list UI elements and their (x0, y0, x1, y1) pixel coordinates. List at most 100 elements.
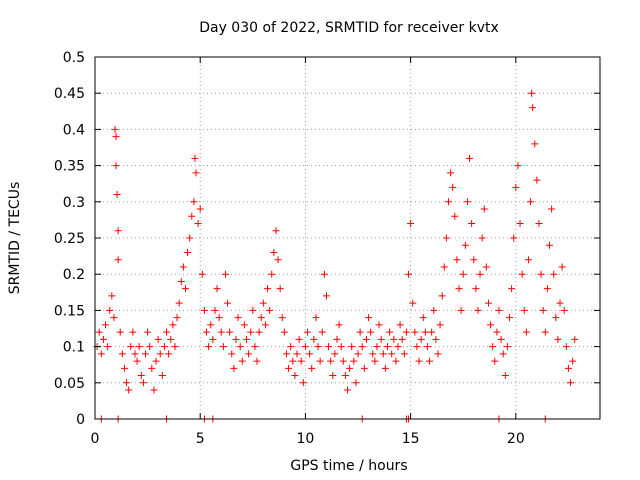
data-point (111, 125, 119, 133)
data-point (184, 248, 192, 256)
data-point (442, 234, 450, 242)
data-point (221, 270, 229, 278)
data-point (358, 343, 366, 351)
axis-ticks (94, 56, 600, 420)
data-point (243, 335, 250, 343)
data-point (95, 328, 103, 336)
data-point (466, 154, 474, 162)
data-point (518, 270, 526, 278)
data-point (354, 350, 362, 358)
data-point (113, 191, 121, 199)
data-point (154, 335, 162, 343)
data-point (457, 306, 465, 314)
data-point (104, 343, 112, 351)
data-point (348, 343, 356, 351)
data-point (445, 198, 452, 206)
data-point (282, 350, 290, 358)
data-point (114, 227, 122, 235)
data-point (270, 248, 278, 256)
data-point (114, 256, 122, 264)
data-point (112, 162, 120, 170)
data-point (373, 343, 381, 351)
data-point (266, 306, 274, 314)
y-tick-label: 0.05 (54, 376, 85, 392)
x-tick-label: 15 (402, 431, 420, 447)
data-point (484, 299, 492, 307)
data-point (413, 343, 421, 351)
data-point (402, 328, 410, 336)
data-point (274, 256, 282, 264)
data-point (512, 183, 520, 191)
data-point (405, 270, 413, 278)
data-point (455, 285, 463, 293)
data-point (396, 321, 404, 329)
data-point (548, 205, 556, 213)
data-point (310, 335, 318, 343)
data-point (158, 372, 166, 380)
data-point (276, 285, 284, 293)
data-point (533, 176, 541, 184)
data-point (173, 314, 181, 322)
data-point (381, 364, 389, 372)
data-point (543, 285, 551, 293)
data-point (489, 343, 497, 351)
data-point (194, 220, 202, 228)
data-point (160, 343, 168, 351)
data-point (295, 335, 303, 343)
data-point (522, 328, 530, 336)
data-point (308, 364, 316, 372)
data-point (546, 241, 553, 249)
data-point (421, 328, 429, 336)
data-point (474, 306, 482, 314)
data-point (148, 364, 156, 372)
data-point (388, 350, 396, 358)
data-point (524, 256, 532, 264)
data-point (203, 328, 211, 336)
data-point (211, 306, 219, 314)
data-point (346, 364, 354, 372)
data-point (255, 328, 263, 336)
data-point (472, 285, 480, 293)
data-point (209, 335, 217, 343)
data-point (468, 220, 476, 228)
data-point (285, 364, 293, 372)
data-point (529, 104, 537, 112)
data-point (123, 379, 131, 387)
data-point (175, 299, 183, 307)
data-point (240, 321, 248, 329)
data-point (417, 335, 425, 343)
data-point (304, 328, 312, 336)
data-point (535, 220, 543, 228)
data-point (280, 328, 288, 336)
data-point (558, 263, 566, 271)
data-point (344, 386, 351, 394)
data-point (562, 343, 570, 351)
data-point (163, 328, 171, 336)
data-point (564, 364, 572, 372)
data-point (356, 328, 364, 336)
data-point (278, 314, 286, 322)
data-point (501, 372, 509, 380)
data-point (125, 386, 133, 394)
data-point (552, 314, 560, 322)
data-point (527, 198, 535, 206)
data-point (383, 343, 391, 351)
y-tick-label: 0.45 (54, 86, 85, 102)
data-point (503, 343, 511, 351)
data-point (200, 306, 208, 314)
data-point (118, 350, 126, 358)
x-tick-label: 0 (91, 431, 100, 447)
data-point (259, 299, 267, 307)
data-point (137, 372, 145, 380)
data-point (320, 270, 328, 278)
data-point (179, 263, 187, 271)
data-point (297, 357, 305, 365)
data-point (312, 314, 320, 322)
data-point (327, 357, 335, 365)
data-point (322, 292, 330, 300)
data-point (554, 335, 562, 343)
data-point (177, 277, 185, 285)
y-tick-label: 0.35 (54, 159, 85, 175)
x-tick-label: 5 (196, 431, 205, 447)
